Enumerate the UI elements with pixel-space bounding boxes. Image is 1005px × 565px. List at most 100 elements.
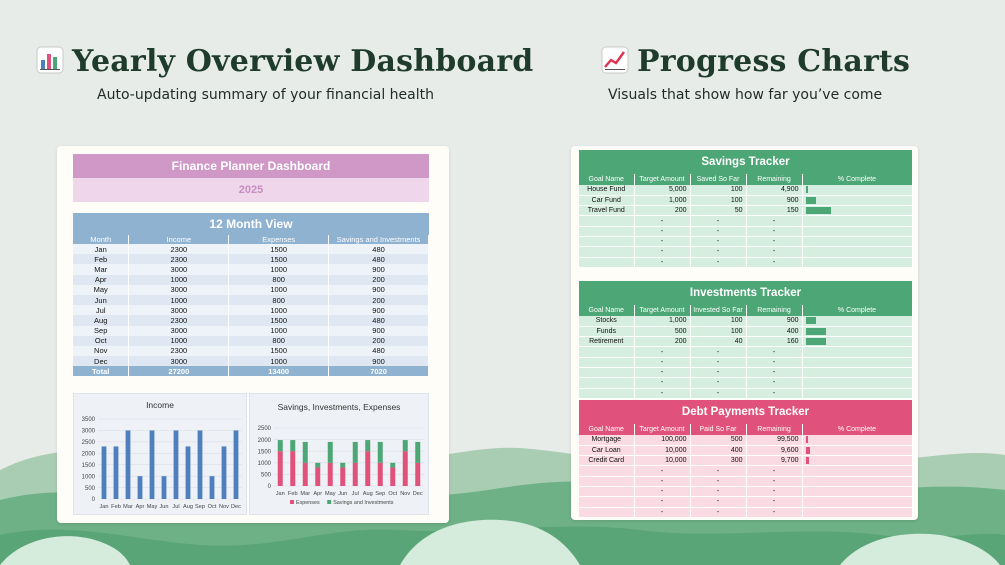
percent-complete: [802, 435, 913, 446]
table-cell: [579, 367, 635, 379]
column-header: % Complete: [802, 424, 913, 435]
empty-row: ---: [579, 257, 913, 268]
table-cell: [802, 476, 913, 487]
empty-cell: -: [746, 496, 803, 508]
x-tick-label: Jul: [352, 491, 359, 497]
empty-cell: -: [634, 236, 691, 248]
table-cell: [579, 236, 635, 248]
y-tick-label: 1000: [82, 474, 96, 480]
target-amount: 200: [634, 205, 691, 217]
target-amount: 100,000: [634, 435, 691, 446]
done-amount: 500: [690, 435, 747, 446]
empty-cell: -: [634, 215, 691, 227]
x-tick-label: Feb: [288, 491, 298, 497]
bar-chart-icon: [36, 46, 64, 74]
month-view-header: Month Income Expenses Savings and Investmen…: [73, 235, 429, 244]
dashboard-title: Finance Planner Dashboard: [73, 154, 429, 178]
empty-cell: -: [746, 465, 803, 477]
savings-expenses-chart-plot: 0 500 1000 1500 2000 2500 Jan Feb Mar Apr May Jun Ju…: [258, 426, 424, 506]
table-cell: 2300: [128, 345, 230, 357]
stacked-bar-segment: [377, 462, 383, 486]
month-view-col-3: Savings and Investments: [328, 235, 429, 244]
y-tick-label: 1000: [258, 461, 272, 467]
income-bar: [233, 430, 239, 499]
goal-name: Credit Card: [579, 455, 635, 467]
table-cell: 3000: [128, 305, 230, 316]
y-tick-label: 1500: [258, 449, 272, 455]
table-cell: 1500: [228, 254, 330, 265]
x-tick-label: Mar: [123, 504, 133, 510]
x-tick-label: May: [147, 504, 158, 510]
empty-cell: -: [634, 507, 691, 518]
table-row: Mar 3000 1000 900: [73, 264, 429, 275]
empty-cell: -: [746, 226, 803, 237]
progress-bar: [805, 446, 810, 454]
empty-cell: -: [746, 357, 803, 368]
table-cell: 480: [328, 315, 429, 326]
table-cell: [579, 486, 635, 498]
month-view-table: Month Income Expenses Savings and Investmen…: [73, 235, 429, 377]
stacked-bar-segment: [340, 467, 346, 486]
y-tick-label: 2000: [82, 451, 96, 457]
table-row: Retirement 200 40 160: [579, 336, 913, 348]
empty-cell: -: [746, 388, 803, 399]
table-cell: 1000: [228, 264, 330, 275]
table-cell: [802, 377, 913, 389]
income-bar: [185, 446, 191, 499]
empty-cell: -: [690, 357, 747, 368]
stacked-bar-segment: [340, 462, 346, 468]
table-cell: [802, 236, 913, 248]
table-row: Jan 2300 1500 480: [73, 244, 429, 255]
empty-cell: -: [690, 465, 747, 477]
table-row: Jul 3000 1000 900: [73, 305, 429, 316]
table-row: May 3000 1000 900: [73, 284, 429, 295]
table-cell: 200: [328, 335, 429, 346]
x-tick-label: Apr: [136, 504, 145, 510]
table-cell: [579, 357, 635, 368]
table-cell: 800: [228, 335, 330, 346]
table-cell: 900: [328, 305, 429, 316]
trend-up-icon: [601, 46, 629, 74]
column-header: Remaining: [746, 424, 803, 435]
column-header: % Complete: [802, 174, 913, 185]
empty-cell: -: [634, 388, 691, 399]
y-tick-label: 2500: [82, 440, 96, 446]
y-tick-label: 3500: [82, 417, 96, 423]
target-amount: 200: [634, 336, 691, 348]
target-amount: 500: [634, 326, 691, 338]
remaining-amount: 150: [746, 205, 803, 217]
target-amount: 1,000: [634, 316, 691, 327]
stacked-bar-segment: [277, 440, 283, 452]
table-row: Dec 3000 1000 900: [73, 356, 429, 367]
table-cell: 2300: [128, 315, 230, 326]
goal-name: Car Fund: [579, 195, 635, 207]
progress-charts-title: Progress Charts: [637, 44, 911, 79]
x-tick-label: Jun: [159, 504, 168, 510]
debt-payments-tracker-title: Debt Payments Tracker: [579, 400, 912, 424]
empty-cell: -: [746, 367, 803, 379]
empty-row: ---: [579, 496, 913, 508]
table-cell: [802, 215, 913, 227]
x-tick-label: Oct: [388, 491, 397, 497]
y-tick-label: 1500: [82, 463, 96, 469]
percent-complete: [802, 205, 913, 217]
investments-tracker-header: Goal Name Target Amount Invested So Far Rem…: [579, 305, 913, 316]
empty-cell: -: [746, 377, 803, 389]
column-header: Goal Name: [579, 305, 635, 316]
progress-bar: [805, 436, 808, 444]
income-bar: [125, 430, 131, 499]
table-cell: 1500: [228, 345, 330, 357]
savings-tracker-header: Goal Name Target Amount Saved So Far Remain…: [579, 174, 913, 185]
table-cell: 900: [328, 264, 429, 275]
table-row: Jun 1000 800 200: [73, 294, 429, 306]
percent-complete: [802, 185, 913, 196]
x-tick-label: Jan: [99, 504, 108, 510]
column-header: Paid So Far: [690, 424, 747, 435]
empty-cell: -: [746, 507, 803, 518]
empty-cell: -: [746, 257, 803, 268]
goal-name: Mortgage: [579, 435, 635, 446]
progress-charts-heading: Progress Charts: [601, 44, 910, 79]
y-tick-label: 3000: [82, 429, 96, 435]
total-cell: Total: [73, 366, 130, 377]
target-amount: 1,000: [634, 195, 691, 207]
